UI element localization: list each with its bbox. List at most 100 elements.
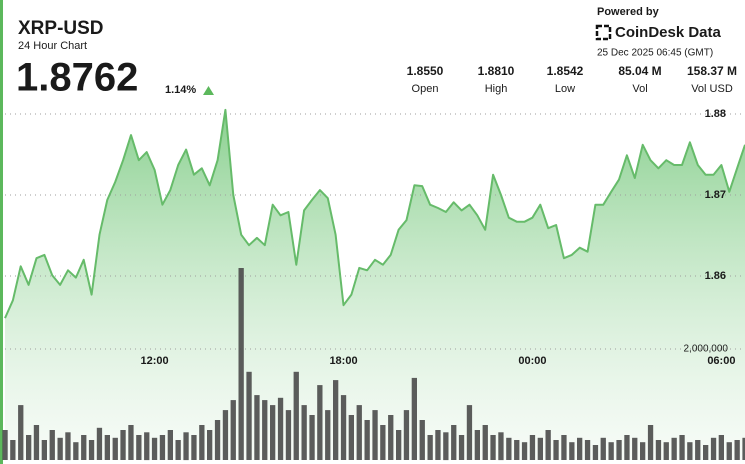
- volume-bar: [443, 432, 449, 461]
- x-tick-label: 18:00: [329, 355, 357, 367]
- x-tick-label: 00:00: [518, 355, 546, 367]
- volume-bar: [514, 440, 520, 460]
- volume-bar: [128, 425, 134, 460]
- volume-bar: [175, 440, 181, 460]
- volume-bar: [521, 442, 528, 460]
- volume-bar: [451, 425, 457, 460]
- volume-bar: [183, 432, 189, 461]
- volume-bar: [167, 430, 173, 460]
- subtitle: 24 Hour Chart: [18, 40, 87, 52]
- volume-bar: [498, 432, 504, 461]
- volume-bar: [214, 420, 221, 460]
- volume-bar: [238, 268, 244, 460]
- volume-bar: [333, 380, 339, 460]
- volume-bar: [640, 442, 646, 460]
- volume-bar: [151, 437, 158, 460]
- volume-bar: [348, 415, 354, 460]
- x-tick-label: 12:00: [141, 355, 169, 367]
- volume-bar: [411, 377, 417, 460]
- stat-value: 85.04 M: [618, 64, 661, 78]
- y-tick-label: 1.87: [705, 189, 726, 201]
- volume-bar: [742, 437, 745, 460]
- volume-bar: [191, 435, 197, 460]
- volume-bar: [199, 425, 205, 460]
- volume-bar: [695, 440, 701, 460]
- symbol: XRP-USD: [18, 18, 104, 39]
- volume-bar: [592, 445, 599, 460]
- volume-bar: [254, 395, 260, 460]
- volume-bar: [262, 400, 268, 460]
- volume-bar: [388, 415, 394, 460]
- volume-bar: [372, 410, 378, 460]
- volume-bar: [655, 440, 662, 460]
- brand: CoinDesk Data: [615, 24, 722, 41]
- volume-bar: [120, 430, 126, 460]
- up-arrow: [203, 86, 214, 95]
- volume-bar: [616, 440, 622, 460]
- volume-bar: [144, 432, 150, 461]
- brand-logo: [595, 24, 612, 41]
- volume-bar: [49, 430, 55, 460]
- price: 1.8762: [16, 56, 138, 100]
- volume-bar: [569, 442, 575, 460]
- volume-bar: [222, 410, 229, 460]
- plot: 1.86 1.87 1.88 2,000,000 12:00 18:00 00:00 06:0…: [2, 108, 745, 461]
- volume-bar: [317, 385, 323, 460]
- y2-tick-label: 2,000,000: [684, 344, 729, 355]
- volume-bar: [96, 427, 103, 460]
- volume-bar: [506, 437, 512, 460]
- volume-bar: [466, 405, 473, 460]
- volume-bar: [663, 442, 669, 460]
- volume-bar: [112, 437, 118, 460]
- volume-bar: [356, 405, 362, 460]
- volume-bar: [577, 437, 583, 460]
- stat-value: 1.8542: [547, 64, 584, 78]
- volume-bar: [703, 445, 709, 460]
- y-tick-label: 1.88: [705, 108, 726, 120]
- volume-bar: [647, 425, 654, 460]
- stat-value: 1.8550: [407, 64, 444, 78]
- volume-bar: [364, 420, 370, 460]
- volume-bar: [33, 425, 40, 460]
- volume-bar: [159, 435, 166, 460]
- volume-bar: [671, 437, 677, 460]
- stat-label: Vol USD: [691, 83, 733, 95]
- volume-bar: [41, 440, 47, 460]
- volume-bar: [207, 430, 213, 460]
- y-tick-label: 1.86: [705, 270, 726, 282]
- volume-bar: [81, 435, 87, 460]
- stat-value: 1.8810: [478, 64, 515, 78]
- volume-bar: [600, 437, 606, 460]
- volume-bar: [380, 425, 386, 460]
- volume-bar: [490, 435, 496, 460]
- change: 1.14%: [165, 84, 196, 96]
- volume-bar: [710, 437, 717, 460]
- volume-bar: [734, 440, 740, 460]
- volume-bar: [608, 442, 614, 460]
- volume-bar: [396, 430, 402, 460]
- volume-bar: [88, 440, 95, 460]
- volume-bar: [529, 435, 536, 460]
- volume-bar: [270, 405, 276, 460]
- logo-icon: [595, 24, 612, 41]
- volume-bar: [435, 430, 441, 460]
- volume-bar: [458, 435, 465, 460]
- volume-bar: [309, 415, 315, 460]
- volume-bar: [561, 435, 567, 460]
- stat-label: High: [485, 83, 508, 95]
- stat-label: Low: [555, 83, 575, 95]
- volume-bar: [246, 371, 252, 460]
- volume-bar: [57, 437, 63, 460]
- volume-bar: [230, 400, 236, 460]
- stat-label: Open: [412, 83, 439, 95]
- volume-bar: [325, 410, 331, 460]
- volume-bar: [632, 437, 638, 460]
- volume-bar: [679, 435, 685, 460]
- volume-bar: [403, 410, 410, 460]
- volume-bar: [537, 437, 543, 460]
- volume-bar: [624, 435, 630, 460]
- powered-by: Powered by: [597, 6, 660, 18]
- volume-bar: [474, 430, 480, 460]
- volume-bar: [18, 405, 24, 460]
